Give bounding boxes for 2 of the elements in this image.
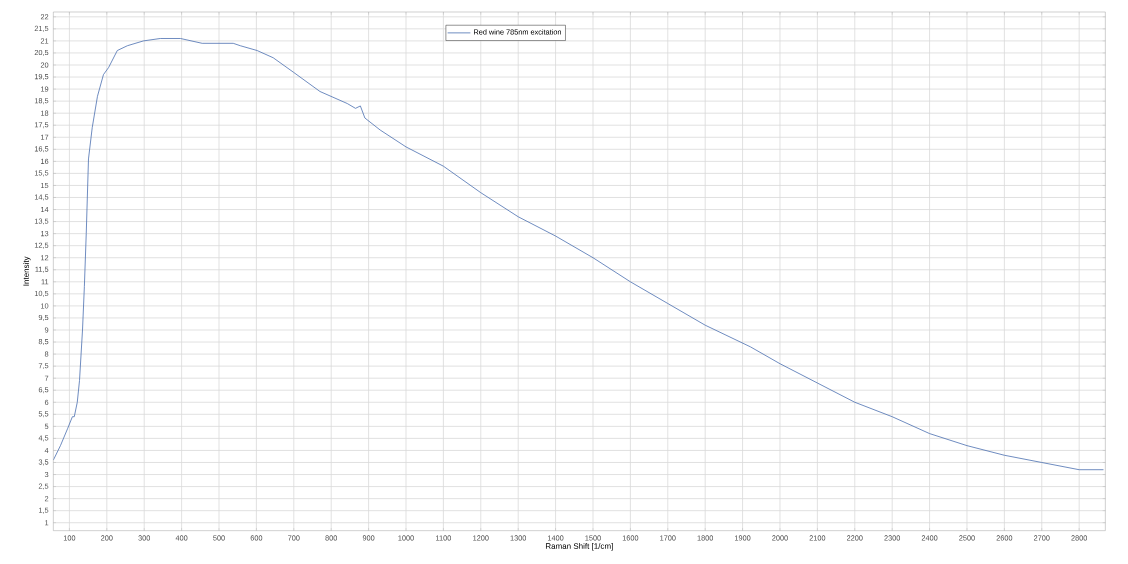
x-axis-title: Raman Shift [1/cm] xyxy=(545,543,613,551)
y-axis-title: Intensity xyxy=(23,256,31,286)
